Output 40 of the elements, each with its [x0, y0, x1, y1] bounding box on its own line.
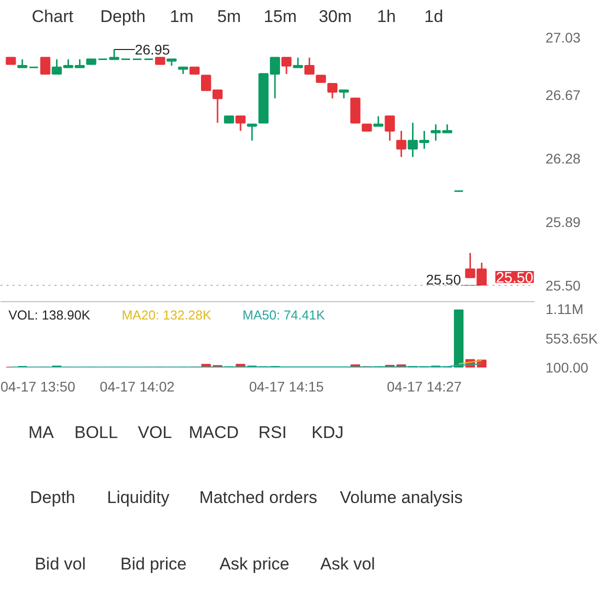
annotation: 26.95 — [134, 42, 170, 58]
text: Bid vol — [34, 554, 86, 574]
text: Chart — [32, 7, 74, 26]
y-tick-label: 1.11M — [546, 300, 584, 317]
text: BOLL — [74, 423, 118, 442]
text: MACD — [188, 423, 239, 442]
x-tick-label: 04-17 13:50 — [0, 378, 76, 394]
text: 1d — [424, 7, 444, 26]
text: MA — [28, 423, 54, 442]
text: Ask vol — [320, 554, 376, 574]
x-tick-label: 04-17 14:27 — [386, 378, 462, 394]
text: MA50: 74.41K — [242, 308, 326, 322]
text: KDJ — [312, 423, 344, 442]
text: MA20: 132.28K — [122, 308, 212, 322]
text: Matched orders — [199, 488, 318, 507]
text: VOL — [138, 423, 172, 442]
text: 1m — [170, 7, 194, 26]
y-tick-label: 25.89 — [546, 214, 581, 230]
text: Ask price — [219, 554, 290, 574]
text: 15m — [264, 7, 297, 26]
y-tick-label: 25.50 — [546, 278, 581, 294]
text: Depth — [30, 488, 76, 507]
text: RSI — [258, 423, 287, 442]
y-tick-label: 26.28 — [546, 150, 581, 167]
ref-line-label: 25.50 — [496, 270, 534, 286]
x-tick-label: 04-17 14:15 — [249, 378, 324, 394]
text: Depth — [100, 7, 146, 26]
x-tick-label: 04-17 14:02 — [100, 378, 175, 394]
annotation: VOL: 138.90K — [8, 308, 90, 322]
y-tick-label: 100.00 — [546, 360, 589, 376]
text: 30m — [318, 7, 352, 26]
y-tick-label: 26.67 — [546, 87, 581, 104]
y-tick-label: 27.03 — [546, 30, 581, 46]
text: Liquidity — [106, 488, 170, 507]
y-tick-label: 553.65K — [546, 330, 598, 346]
text: 1h — [376, 7, 396, 26]
text: Volume analysis — [340, 488, 463, 507]
text: Bid price — [120, 554, 187, 574]
annotation: 25.50 — [426, 272, 462, 288]
text: 5m — [217, 7, 241, 26]
